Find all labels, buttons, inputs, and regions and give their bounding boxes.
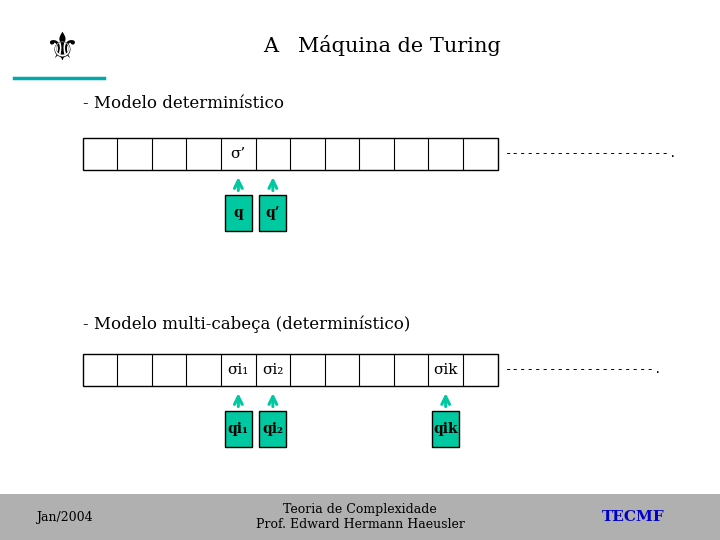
Text: σi₂: σi₂ bbox=[262, 363, 284, 377]
Text: q: q bbox=[233, 206, 243, 220]
Bar bbox=[225, 411, 252, 447]
Text: Jan/2004: Jan/2004 bbox=[36, 510, 93, 524]
Text: TECMF: TECMF bbox=[602, 510, 665, 524]
Text: σi₁: σi₁ bbox=[228, 363, 249, 377]
Text: ----------------------.: ----------------------. bbox=[505, 147, 678, 160]
Bar bbox=[259, 411, 287, 447]
Text: ⚜: ⚜ bbox=[44, 30, 78, 68]
Bar bbox=[83, 138, 498, 170]
Bar bbox=[432, 411, 459, 447]
Bar bbox=[83, 354, 498, 386]
Bar bbox=[259, 195, 287, 231]
Text: σik: σik bbox=[433, 363, 458, 377]
Text: qi₁: qi₁ bbox=[228, 422, 249, 436]
Bar bbox=[225, 195, 252, 231]
Text: q’: q’ bbox=[266, 206, 280, 220]
Bar bbox=[0, 494, 720, 540]
Text: qi₂: qi₂ bbox=[262, 422, 284, 436]
Text: σ’: σ’ bbox=[230, 147, 246, 161]
Text: --------------------.: --------------------. bbox=[505, 363, 662, 376]
Text: Teoria de Complexidade
Prof. Edward Hermann Haeusler: Teoria de Complexidade Prof. Edward Herm… bbox=[256, 503, 464, 531]
Text: qik: qik bbox=[433, 422, 458, 436]
Text: A   Máquina de Turing: A Máquina de Turing bbox=[263, 35, 500, 56]
Text: - Modelo determinístico: - Modelo determinístico bbox=[83, 94, 284, 111]
Text: - Modelo multi-cabeça (determinístico): - Modelo multi-cabeça (determinístico) bbox=[83, 316, 410, 333]
